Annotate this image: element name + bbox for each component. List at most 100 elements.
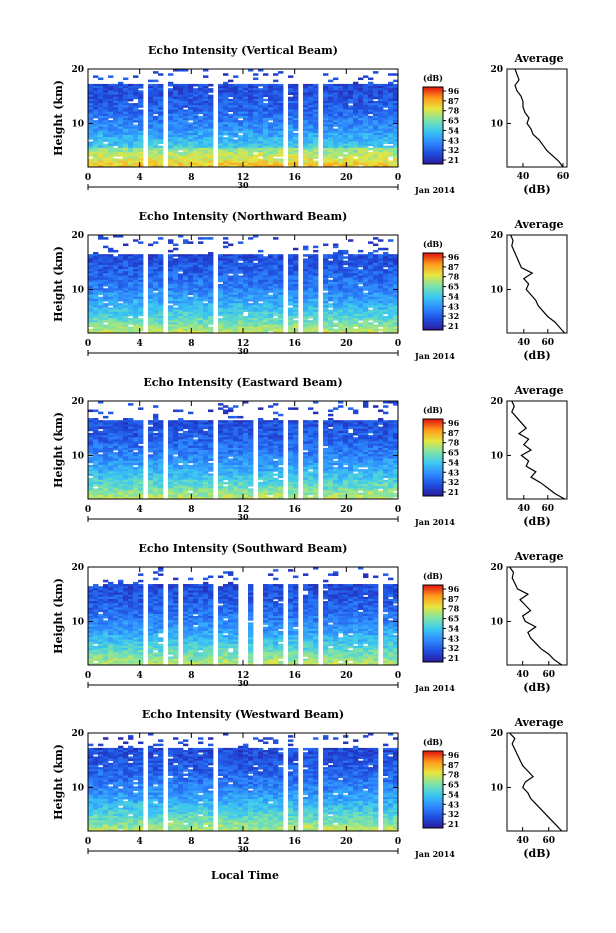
date-label: Jan 2014: [414, 185, 455, 195]
heatmap-cell: [293, 316, 298, 319]
heatmap-cell: [168, 301, 173, 304]
heatmap-cell: [353, 324, 358, 327]
heatmap-cell: [103, 237, 108, 240]
heatmap-cell: [88, 154, 93, 157]
x-tick-label: 8: [188, 173, 194, 183]
heatmap-cell: [388, 239, 393, 242]
heatmap-cell: [313, 250, 318, 253]
profile-y-tick-label: 20: [490, 231, 503, 241]
heatmap-cell: [173, 303, 178, 306]
heatmap-cell: [308, 316, 313, 319]
heatmap-cell: [173, 254, 178, 257]
profile-x-label: (dB): [523, 349, 550, 362]
heatmap-cell: [333, 124, 338, 127]
profile-y-tick-label: 10: [490, 285, 503, 295]
profile-line: [515, 69, 563, 167]
heatmap-cell: [258, 250, 263, 253]
heatmap-cell: [218, 280, 223, 283]
heatmap-cell: [368, 144, 373, 147]
heatmap-cell: [278, 154, 283, 157]
heatmap-cell: [218, 314, 223, 317]
heatmap-cell: [248, 237, 253, 240]
colorbar-tick-label: 78: [448, 106, 460, 116]
panel-1: Echo Intensity (Northward Beam)Height (k…: [52, 210, 567, 362]
colorbar-tick-label: 21: [448, 321, 459, 331]
heatmap-cell: [138, 105, 143, 108]
heatmap-cell: [223, 246, 228, 249]
heatmap-cell: [138, 329, 143, 332]
heatmap-cell: [178, 269, 183, 272]
heatmap-cell: [158, 237, 163, 240]
heatmap-cell: [208, 84, 213, 87]
heatmap-cell: [373, 250, 378, 253]
heatmap-cell: [228, 109, 233, 112]
heatmap: [88, 401, 398, 499]
heatmap-cell: [118, 299, 123, 302]
heatmap-cell: [238, 258, 243, 261]
heatmap-cell: [383, 105, 388, 108]
heatmap-cell: [383, 312, 388, 315]
heatmap-cell: [133, 120, 138, 123]
heatmap-cell: [348, 101, 353, 104]
heatmap-cell: [108, 303, 113, 306]
heatmap-cell: [263, 95, 268, 98]
profile-y-tick-label: 10: [490, 119, 503, 129]
heatmap-cell: [273, 154, 278, 157]
heatmap-cell: [98, 237, 103, 240]
heatmap-cell: [153, 405, 158, 408]
heatmap-cell: [253, 73, 258, 76]
colorbar-tick-label: 78: [448, 272, 460, 282]
heatmap-cell: [113, 154, 118, 157]
heatmap-cell: [98, 293, 103, 296]
x-tick-label: 4: [137, 173, 143, 183]
heatmap-cell: [328, 80, 333, 83]
heatmap-cell: [88, 429, 93, 432]
x-tick-label: 16: [288, 173, 301, 183]
heatmap-cell: [358, 78, 363, 81]
heatmap-cell: [368, 148, 373, 151]
colorbar-tick-label: 43: [448, 135, 460, 145]
colorbar-unit: (dB): [423, 239, 443, 249]
colorbar-tick-label: 32: [448, 145, 459, 155]
colorbar-tick-label: 32: [448, 311, 459, 321]
heatmap-cell: [278, 71, 283, 74]
heatmap-cell: [138, 314, 143, 317]
heatmap-cell: [118, 154, 123, 157]
heatmap-cell: [183, 241, 188, 244]
panel-title: Echo Intensity (Eastward Beam): [143, 376, 342, 389]
heatmap-cell: [188, 293, 193, 296]
heatmap-cell: [328, 305, 333, 308]
panel-2: Echo Intensity (Eastward Beam)Height (km…: [52, 376, 567, 528]
heatmap-cell: [343, 263, 348, 266]
heatmap-cell: [113, 250, 118, 253]
heatmap-cell: [103, 139, 108, 142]
heatmap-cell: [368, 112, 373, 115]
heatmap: [88, 69, 398, 167]
heatmap-cell: [358, 265, 363, 268]
heatmap-cell: [378, 324, 383, 327]
heatmap-cell: [103, 246, 108, 249]
heatmap-cell: [303, 248, 308, 251]
heatmap-cell: [113, 448, 118, 451]
heatmap: [88, 235, 398, 333]
heatmap-cell: [238, 271, 243, 274]
heatmap-cell: [148, 422, 153, 425]
heatmap-cell: [323, 288, 328, 291]
heatmap-cell: [273, 237, 278, 240]
heatmap-cell: [153, 288, 158, 291]
panel-title: Echo Intensity (Northward Beam): [139, 210, 348, 223]
heatmap-cell: [88, 473, 93, 476]
heatmap-cell: [153, 241, 158, 244]
heatmap-cell: [128, 403, 133, 406]
heatmap-cell: [98, 412, 103, 415]
colorbar-tick-label: 65: [448, 282, 459, 292]
heatmap-cell: [148, 80, 153, 83]
heatmap-cell: [173, 410, 178, 413]
heatmap-cell: [343, 256, 348, 259]
heatmap-cell: [98, 427, 103, 430]
heatmap-cell: [358, 163, 363, 166]
heatmap-cell: [193, 84, 198, 87]
